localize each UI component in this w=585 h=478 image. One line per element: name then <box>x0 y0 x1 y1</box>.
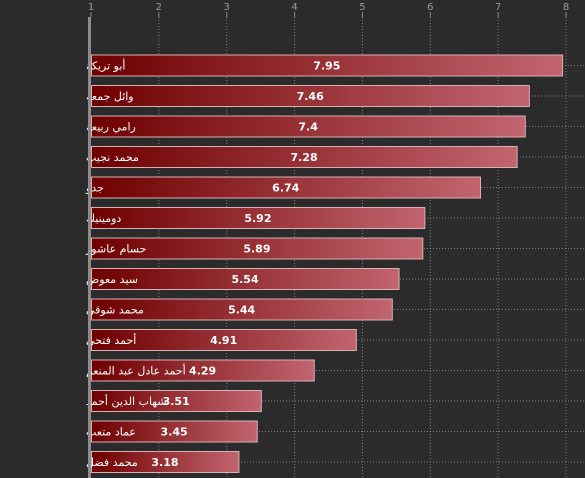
bar <box>91 268 400 290</box>
bar-value-label: 7.95 <box>313 60 340 73</box>
bar-value-label: 5.44 <box>228 304 255 317</box>
bar <box>91 237 424 260</box>
bar <box>91 390 262 412</box>
category-label: أبو تريكة <box>86 59 125 73</box>
x-axis-ticks: 1 2 3 4 5 6 7 8 <box>88 2 569 17</box>
bar <box>91 207 426 229</box>
bar-value-label: 5.92 <box>244 212 271 225</box>
bar <box>91 115 526 138</box>
y-axis <box>88 17 91 478</box>
category-label: سيد معوض <box>86 273 138 286</box>
bar-value-label: 5.89 <box>243 243 270 256</box>
x-tick-label: 8 <box>563 2 569 13</box>
y-axis-line <box>88 17 91 478</box>
bar-value-label: 7.46 <box>297 90 324 103</box>
bar <box>91 176 481 199</box>
category-label: محمد فضل <box>86 456 138 469</box>
bar <box>91 420 258 443</box>
x-tick-label: 5 <box>359 2 365 13</box>
category-label: شهاب الدين أحمد <box>86 394 167 408</box>
bars <box>91 54 564 473</box>
bar <box>91 298 393 321</box>
category-label: أحمد فتحي <box>86 333 136 347</box>
category-labels: أبو تريكة وائل جمعة رامي ربيعة محمد نجيب جدو… <box>85 59 186 470</box>
bar-value-label: 3.45 <box>161 426 188 439</box>
x-tick-label: 2 <box>156 2 162 13</box>
bar <box>91 359 315 382</box>
bar <box>91 85 530 107</box>
bar-value-label: 6.74 <box>272 182 299 195</box>
category-label: جدو <box>85 182 104 195</box>
category-label: محمد نجيب <box>86 151 139 164</box>
bar-value-label: 3.18 <box>151 456 178 469</box>
bar-value-label: 5.54 <box>231 273 258 286</box>
category-label: رامي ربيعة <box>86 121 136 134</box>
bar <box>91 451 240 473</box>
bar-value-label: 7.28 <box>291 151 318 164</box>
category-label: أحمد عادل عبد المنعم <box>86 364 186 378</box>
x-tick-label: 4 <box>291 2 297 13</box>
category-label: دومينيك <box>86 212 121 225</box>
category-label: حسام عاشور <box>85 243 146 256</box>
bar <box>91 146 518 168</box>
x-tick-label: 1 <box>88 2 94 13</box>
x-tick-label: 6 <box>427 2 433 13</box>
bar-value-label: 7.4 <box>298 121 318 134</box>
bar-value-label: 3.51 <box>163 395 190 408</box>
bar <box>91 329 357 351</box>
bar-value-label: 4.29 <box>189 365 216 378</box>
value-labels: 7.95 7.46 7.4 7.28 6.74 5.92 5.89 5.54 5.44 4.91 4… <box>151 60 340 470</box>
bar-value-label: 4.91 <box>210 334 237 347</box>
category-label: عماد متعب <box>86 426 136 439</box>
category-label: وائل جمعة <box>86 90 134 103</box>
category-label: محمد شوقي <box>86 304 144 317</box>
x-tick-label: 7 <box>495 2 501 13</box>
x-tick-label: 3 <box>224 2 230 13</box>
bar <box>91 54 564 77</box>
